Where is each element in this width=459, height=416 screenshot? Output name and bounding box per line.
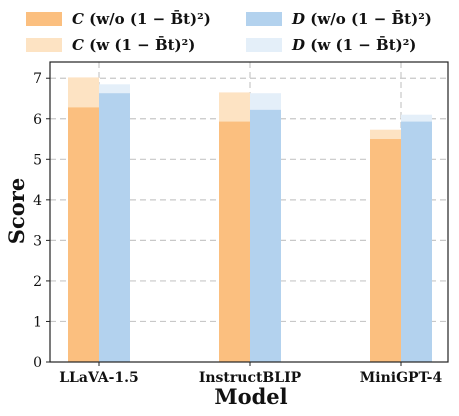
bar-d-without	[99, 93, 130, 362]
legend-prefix-c-without: C	[72, 10, 84, 28]
legend-prefix-c-with: C	[72, 36, 84, 54]
legend-item-c-with: C (w (1 − B̄t)²)	[26, 36, 195, 54]
x-axis-label: Model	[214, 384, 287, 409]
legend-swatch-d-without	[246, 12, 282, 26]
legend-item-d-with: D (w (1 − B̄t)²)	[246, 36, 416, 54]
legend-swatch-d-with	[246, 38, 282, 52]
legend-swatch-c-without	[26, 12, 62, 26]
x-tick-label: InstructBLIP	[199, 370, 302, 386]
y-tick-label: 0	[33, 355, 42, 371]
legend-label-c-without: (w/o (1 − B̄t)²)	[83, 10, 211, 28]
y-tick-label: 7	[33, 71, 42, 87]
legend-prefix-d-without: D	[292, 10, 306, 28]
legend-swatch-c-with	[26, 38, 62, 52]
y-tick-label: 4	[33, 193, 42, 209]
legend-label-c-with: (w (1 − B̄t)²)	[83, 36, 196, 54]
bar-d-without	[250, 109, 281, 363]
bar-c-without	[219, 121, 250, 362]
legend-item-c-without: C (w/o (1 − B̄t)²)	[26, 10, 211, 28]
legend-prefix-d-with: D	[292, 36, 306, 54]
axes: 0 1 2 3 4 5 6 7 LLaVA-1.5 InstructBLIP MiniGPT-4	[33, 61, 449, 386]
legend-label-d-without: (w/o (1 − B̄t)²)	[305, 10, 432, 28]
legend-label-d-with: (w (1 − B̄t)²)	[305, 36, 417, 54]
y-tick-label: 5	[33, 152, 42, 168]
legend-item-d-without: D (w/o (1 − B̄t)²)	[246, 10, 432, 28]
plot-frame	[49, 61, 449, 363]
y-tick-label: 3	[33, 233, 42, 249]
x-tick-label: MiniGPT-4	[360, 370, 443, 386]
bar-c-without	[68, 107, 99, 363]
y-axis-label: Score	[4, 178, 29, 244]
y-tick-label: 6	[33, 112, 42, 128]
bar-d-without	[401, 121, 432, 362]
y-tick-label: 1	[33, 314, 42, 330]
bars	[68, 77, 432, 363]
y-tick-label: 2	[33, 274, 42, 290]
bar-c-without	[370, 139, 401, 362]
legend: C (w/o (1 − B̄t)²) C (w (1 − B̄t)²) D (w…	[0, 0, 459, 60]
x-tick-label: LLaVA-1.5	[59, 370, 139, 386]
